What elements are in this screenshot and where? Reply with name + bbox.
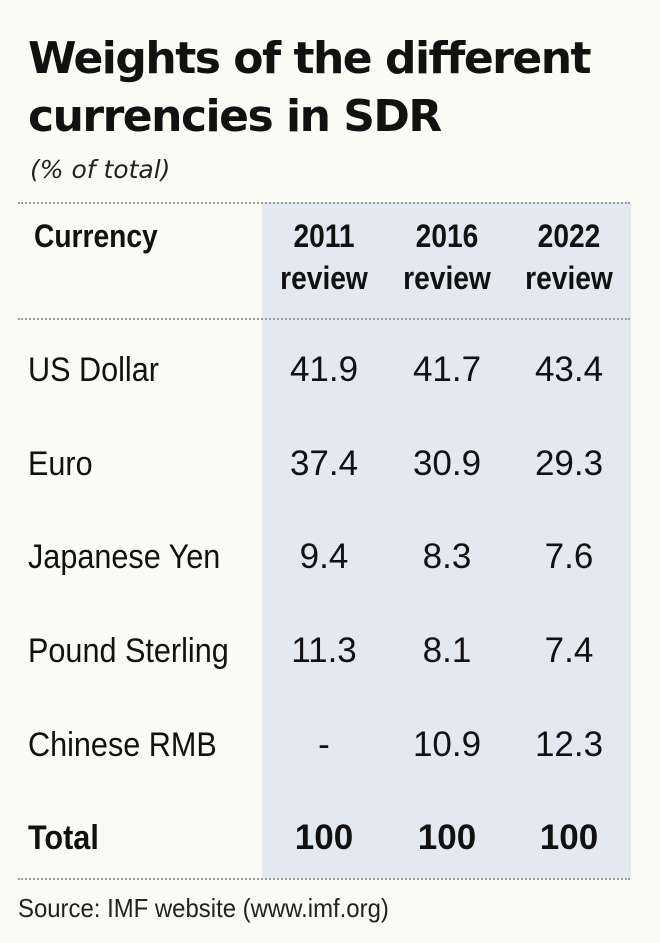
- cell-us-dollar-2016: 41.7: [412, 350, 482, 389]
- cell-euro-2022: 29.3: [534, 444, 604, 483]
- column-shade-2016: [385, 202, 509, 878]
- header-currency: Currency: [34, 218, 158, 254]
- header-2022-year: 2022: [537, 218, 601, 254]
- header-2022-review: review: [525, 260, 613, 296]
- header-2016: 2016 review: [392, 215, 501, 299]
- cell-euro-2011: 37.4: [289, 444, 359, 483]
- header-2016-review: review: [403, 260, 491, 296]
- row-label-japanese-yen: Japanese Yen: [28, 538, 221, 576]
- row-label-us-dollar: US Dollar: [28, 351, 159, 389]
- chart-title: Weights of the different currencies in S…: [28, 30, 638, 146]
- cell-japanese-yen-2016: 8.3: [422, 537, 472, 576]
- row-label-chinese-rmb: Chinese RMB: [28, 726, 217, 764]
- cell-chinese-rmb-2022: 12.3: [534, 725, 604, 764]
- column-shade-2011: [262, 202, 386, 878]
- cell-total-2011: 100: [294, 818, 354, 857]
- cell-us-dollar-2011: 41.9: [289, 350, 359, 389]
- row-label-pound-sterling: Pound Sterling: [28, 632, 229, 670]
- row-label-euro: Euro: [28, 445, 93, 483]
- cell-euro-2016: 30.9: [412, 444, 482, 483]
- cell-chinese-rmb-2016: 10.9: [412, 725, 482, 764]
- cell-chinese-rmb-2011: -: [318, 725, 330, 764]
- header-2011-review: review: [280, 260, 368, 296]
- title-line-1: Weights of the different: [28, 33, 592, 84]
- cell-total-2016: 100: [417, 818, 477, 857]
- header-2011: 2011 review: [269, 215, 378, 299]
- header-divider: [18, 318, 630, 320]
- header-2022: 2022 review: [514, 215, 623, 299]
- header-2011-year: 2011: [293, 218, 355, 254]
- title-line-2: currencies in SDR: [28, 91, 442, 142]
- cell-pound-sterling-2016: 8.1: [422, 631, 472, 670]
- table-bottom-divider: [18, 878, 630, 880]
- cell-pound-sterling-2022: 7.4: [544, 631, 594, 670]
- row-label-total: Total: [28, 819, 99, 857]
- cell-japanese-yen-2022: 7.6: [544, 537, 594, 576]
- table-top-divider: [18, 202, 630, 204]
- cell-japanese-yen-2011: 9.4: [299, 537, 349, 576]
- source-note: Source: IMF website (www.imf.org): [18, 893, 389, 923]
- column-shade-2022: [507, 202, 631, 878]
- chart-subtitle: (% of total): [30, 155, 171, 184]
- cell-pound-sterling-2011: 11.3: [291, 631, 357, 670]
- cell-total-2022: 100: [539, 818, 599, 857]
- cell-us-dollar-2022: 43.4: [534, 350, 604, 389]
- header-2016-year: 2016: [415, 218, 479, 254]
